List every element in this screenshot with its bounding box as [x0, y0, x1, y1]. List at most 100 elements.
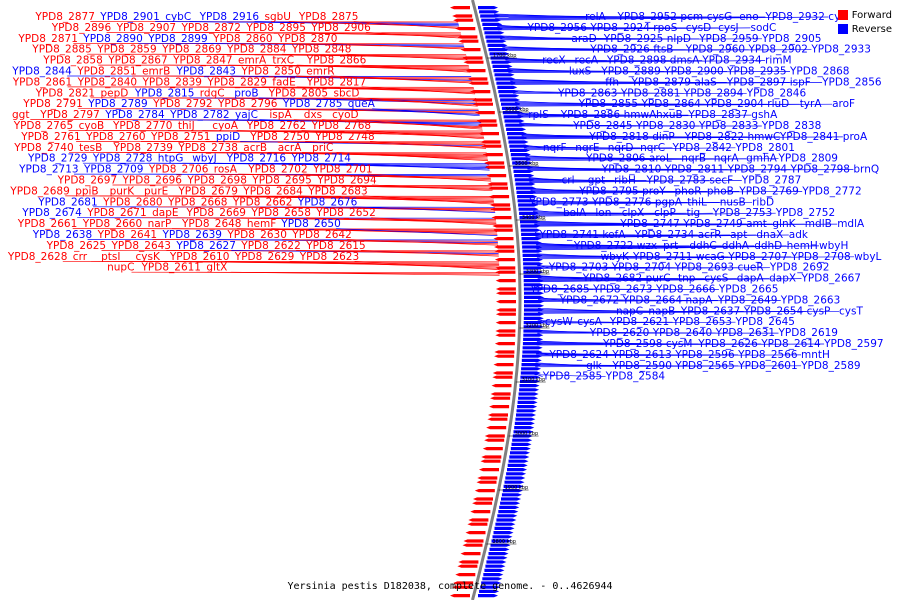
- forward-feature: [494, 350, 515, 354]
- forward-feature: [491, 384, 512, 388]
- gene-feature-arrows: [450, 6, 544, 598]
- leader-line: [303, 173, 492, 181]
- gene-label: apt: [730, 229, 747, 241]
- gene-label: priC: [312, 142, 333, 154]
- gene-label: kefA: [602, 229, 626, 241]
- reverse-feature: [515, 182, 536, 186]
- forward-feature: [453, 18, 474, 22]
- scale-label: 1700 kbp: [493, 53, 517, 59]
- forward-feature: [463, 539, 484, 543]
- forward-feature: [472, 501, 493, 505]
- reverse-feature: [507, 132, 527, 136]
- gene-label: YPD8_2805: [268, 87, 328, 99]
- gene-label: glnK: [772, 218, 796, 230]
- gene-label: nqrC: [640, 142, 665, 154]
- forward-feature: [450, 594, 470, 598]
- reverse-feature: [501, 493, 522, 497]
- forward-feature: [481, 144, 502, 148]
- gene-label: YPD8_2623: [299, 251, 359, 263]
- reverse-feature: [508, 459, 529, 463]
- reverse-feature: [491, 539, 512, 543]
- leader-line: [532, 201, 720, 204]
- gene-label: YPD8_2916: [199, 11, 260, 23]
- gene-label: nqrD: [608, 142, 634, 154]
- scale-label: 3200 kbp: [526, 323, 550, 329]
- gene-label: nqrA: [714, 153, 740, 165]
- gene-label: YPD8_2620: [589, 327, 649, 339]
- gene-label: dapE: [152, 207, 178, 219]
- gene-label: YPD8_2648: [181, 218, 241, 230]
- gene-label: YPD8_2847: [172, 55, 232, 67]
- leader-line: [537, 278, 737, 280]
- gene-label: YPD8_2809: [778, 153, 838, 165]
- reverse-feature: [520, 371, 541, 375]
- reverse-feature: [480, 14, 501, 18]
- gene-label: cysP: [807, 305, 831, 317]
- leader-line: [287, 206, 496, 212]
- gene-label: YPD8_2589: [800, 360, 860, 372]
- forward-feature: [492, 224, 513, 228]
- leader-line: [522, 136, 843, 140]
- gene-label: YPD8_2641: [97, 229, 157, 241]
- gene-label: YPD8_2829: [206, 76, 266, 88]
- leader-line: [517, 114, 752, 118]
- forward-feature: [467, 77, 488, 81]
- reverse-feature: [518, 207, 539, 211]
- gene-label: YPD8_2753: [712, 207, 772, 219]
- legend: Forward Reverse: [837, 8, 892, 36]
- reverse-feature: [523, 270, 544, 274]
- gene-label: YPD8_2663: [780, 294, 840, 306]
- gene-label: YPD8_2650: [280, 218, 340, 230]
- reverse-feature: [520, 228, 541, 232]
- forward-feature: [493, 363, 514, 367]
- gene-label: phoR: [675, 185, 702, 197]
- leader-line: [296, 250, 499, 256]
- leader-line: [535, 234, 757, 238]
- forward-feature: [450, 6, 470, 10]
- gene-label: YPD8_2798: [790, 164, 850, 176]
- forward-feature: [489, 195, 510, 199]
- reverse-feature: [491, 60, 512, 64]
- leader-line: [366, 130, 485, 140]
- gene-label: YPD8_2681: [37, 196, 97, 208]
- forward-feature: [488, 186, 508, 190]
- reverse-feature: [494, 526, 515, 530]
- gene-label: YPD8_2960: [685, 44, 745, 56]
- gene-label: YPD8_2698: [186, 175, 246, 187]
- gene-label: YPD8_2703: [548, 262, 608, 274]
- gene-label: cyoA: [212, 120, 238, 132]
- gene-label: YPD8_2669: [186, 207, 246, 219]
- gene-label: YPD8_2822: [684, 131, 744, 143]
- gene-label: YPD8_2729: [27, 153, 87, 165]
- leader-line: [330, 75, 473, 84]
- leader-line: [505, 60, 703, 62]
- gene-label: YPD8_2671: [86, 207, 146, 219]
- gene-label: YPD8_2905: [761, 33, 821, 45]
- gene-label: YPD8_2815: [134, 87, 194, 99]
- scale-ticks: 1700 kbp 3600 kbp 3500 kbp 3400 kbp 3300 kbp…: [486, 53, 550, 545]
- reverse-feature: [492, 64, 513, 68]
- gene-label: YPD8_2850: [240, 66, 300, 78]
- gene-label: luxS: [569, 66, 592, 78]
- forward-feature: [479, 468, 499, 472]
- gene-label: nqrB: [681, 153, 706, 165]
- reverse-feature: [516, 409, 537, 413]
- gene-label: YPD8_2695: [251, 175, 311, 187]
- gene-label: YPD8_2791: [22, 98, 82, 110]
- gene-label: sodC: [751, 22, 777, 34]
- forward-feature: [457, 564, 478, 568]
- gene-label: YPD8_2796: [217, 98, 278, 110]
- gene-label: YPD8_2610: [169, 251, 229, 263]
- gene-label: YPD8_2685: [529, 284, 589, 296]
- gene-label: gmhA: [746, 153, 778, 165]
- gene-label: pcm: [680, 11, 703, 23]
- genome-caption: Yersinia pestis D182038, complete genome…: [287, 581, 613, 592]
- forward-feature: [486, 426, 507, 430]
- gene-label: tesB: [79, 142, 102, 154]
- reverse-feature: [516, 413, 536, 417]
- gene-label: YPD8_2896: [51, 22, 112, 34]
- gene-label: YPD8_2734: [634, 229, 695, 241]
- reverse-feature: [497, 514, 518, 518]
- gene-label: YPD8_2694: [316, 175, 377, 187]
- leader-line: [272, 108, 480, 114]
